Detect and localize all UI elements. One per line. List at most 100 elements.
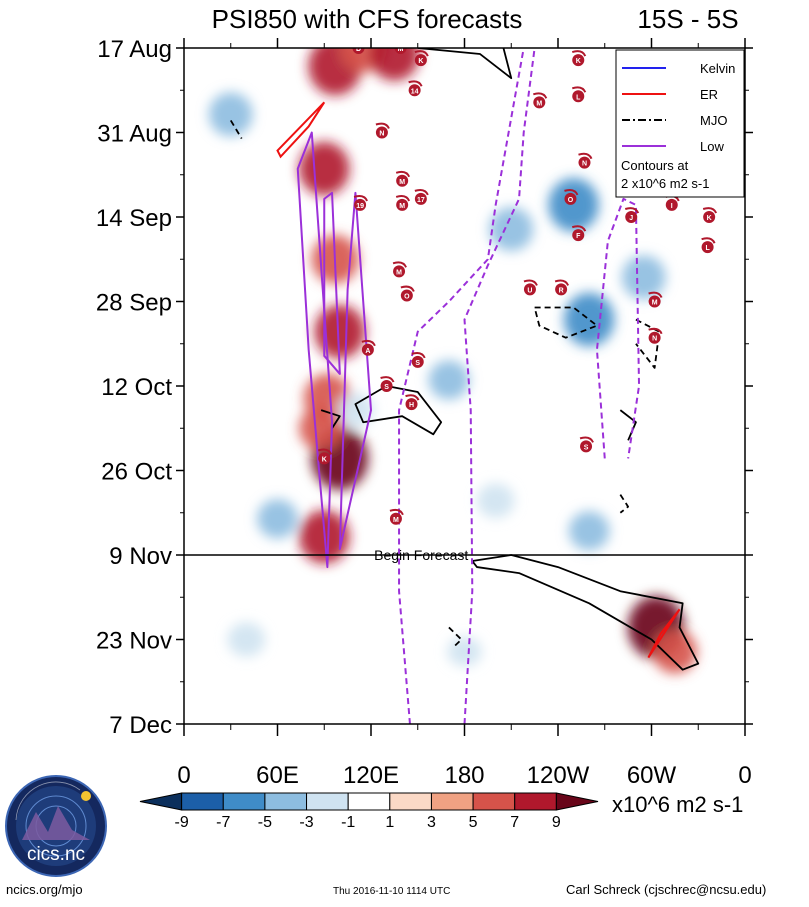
storm-icon (533, 96, 546, 109)
storm-label: K (576, 58, 581, 65)
storm-icon (411, 355, 424, 368)
psi-anomaly-22 (227, 622, 266, 657)
storm-icon (354, 198, 367, 211)
storm-marker: K (414, 50, 429, 67)
storm-label: N (582, 161, 587, 168)
storm-label: U (527, 287, 532, 294)
footer-author: Carl Schreck (cjschrec@ncsu.edu) (566, 882, 767, 897)
storm-label: N (379, 131, 384, 138)
mjo-contour-oct12-small (320, 409, 341, 429)
low-dashed-2 (463, 48, 536, 724)
storm-marker: 14 (408, 80, 423, 97)
storm-marker: R (554, 279, 570, 296)
low-contour-right (338, 191, 372, 550)
legend-label-kelvin: Kelvin (700, 61, 735, 76)
psi-anomaly-2 (369, 48, 420, 81)
storm-icon (523, 283, 536, 296)
storm-icon (352, 48, 365, 54)
storm-label: F (576, 233, 581, 240)
storm-marker: M (648, 291, 663, 308)
storm-label: M (536, 100, 542, 107)
storm-icon (393, 265, 406, 278)
storm-label: 14 (411, 88, 419, 95)
mjo-contour-top (417, 48, 513, 80)
storm-label: S (384, 384, 389, 391)
y-tick-label: 14 Sep (96, 205, 172, 232)
storm-marker: A (361, 339, 376, 356)
x-tick-label: 120E (343, 762, 399, 789)
x-tick-label: 60E (256, 762, 299, 789)
colorbar-tick-label: -7 (216, 814, 230, 831)
mjo-contour-nov23 (448, 626, 463, 647)
storm-marker: N (375, 122, 390, 139)
storm-tail-icon (624, 207, 640, 214)
storm-marker: J (624, 207, 640, 223)
storm-tail-icon (389, 508, 404, 516)
colorbar-tick-label: 5 (469, 814, 478, 831)
y-axis: 17 Aug 31 Aug 14 Sep 28 Sep 12 Oct 26 Oct 9 No… (96, 36, 753, 739)
psi-anomaly-8 (299, 406, 344, 451)
storm-tail-icon (554, 279, 570, 286)
psi-anomaly-17 (428, 360, 470, 400)
x-tick-label: 180 (444, 762, 484, 789)
x-tick-label: 0 (738, 762, 751, 789)
storm-tail-icon (702, 207, 718, 214)
colorbar-swatch (264, 792, 308, 811)
mjo-contour-sep30 (533, 306, 598, 339)
storm-marker: D (352, 46, 365, 54)
er-contour-nov22 (647, 608, 681, 659)
storm-tail-icon (380, 376, 395, 383)
legend-label-er: ER (700, 87, 718, 102)
low-dashed-3 (595, 197, 641, 459)
storm-label: R (559, 287, 564, 294)
storm-tail-icon (361, 339, 376, 347)
psi-anomaly-12 (208, 92, 253, 137)
y-tick-label: 31 Aug (97, 121, 172, 148)
colorbar-tick-label: 1 (385, 814, 394, 831)
psi-anomaly-5 (314, 304, 366, 359)
storm-label: S (584, 444, 589, 451)
storm-icon (396, 198, 409, 211)
mjo-contour-oct18 (619, 409, 637, 441)
colorbar-swatch (389, 792, 432, 811)
storm-icon (389, 512, 402, 525)
storm-label: J (629, 215, 633, 222)
storm-tail-icon (571, 50, 587, 57)
storm-tail-icon (571, 86, 587, 93)
storm-label: M (399, 179, 405, 186)
storm-marker: F (571, 225, 587, 242)
legend-note-line1: Contours at (621, 158, 689, 173)
colorbar-swatch (222, 792, 266, 811)
storm-tail-icon (395, 170, 411, 178)
low-dashed-1 (398, 48, 525, 724)
storm-icon (648, 295, 661, 308)
storm-tail-icon (571, 225, 587, 232)
x-tick-label: 120W (527, 762, 590, 789)
colorbar-tick-label: 7 (510, 814, 519, 831)
legend: Kelvin ER MJO Low Contours at 2 x10^6 m2 s-… (615, 49, 745, 198)
forecast-label: Begin Forecast (374, 547, 468, 563)
storm-marker: 17 (414, 189, 429, 205)
storm-label: D (356, 46, 361, 53)
psi-anomaly-13 (548, 178, 599, 232)
region-label: 15S - 5S (637, 4, 738, 34)
storm-tail-icon (400, 285, 415, 292)
storm-marker: L (571, 86, 587, 103)
storm-tail-icon (648, 291, 663, 298)
storm-tail-icon (395, 39, 408, 44)
storm-markers: D M K 14 K L M N N M M 17 19 O I J K F L M U R O M N A S S H S K M (317, 39, 718, 525)
psi-anomaly-16 (621, 255, 666, 300)
storm-tail-icon (317, 448, 333, 455)
mjo-contour-forecast (471, 554, 700, 671)
storm-tail-icon (411, 351, 426, 359)
y-tick-label: 12 Oct (101, 374, 172, 401)
colorbar-tick-label: 3 (427, 814, 436, 831)
storm-tail-icon (564, 189, 579, 196)
storm-icon (400, 289, 413, 302)
low-contour-inner (323, 191, 341, 375)
colorbar-tick-label: -9 (175, 814, 189, 831)
footer-url[interactable]: ncics.org/mjo (6, 882, 83, 897)
storm-icon (578, 156, 591, 169)
storm-icon (625, 211, 638, 223)
colorbar-unit: x10^6 m2 s-1 (612, 792, 743, 817)
